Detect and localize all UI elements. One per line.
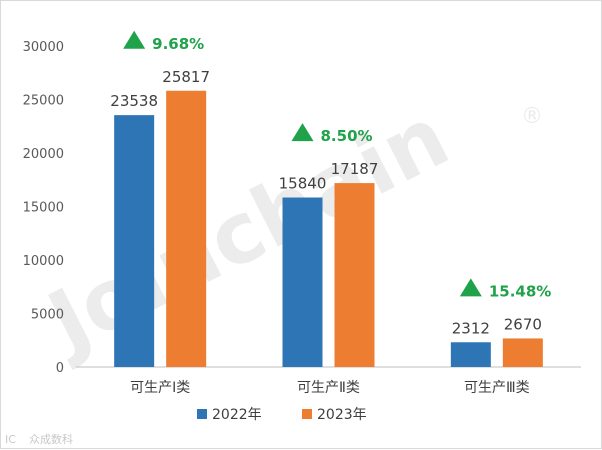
growth-up-triangle-icon <box>291 123 314 142</box>
y-tick-label: 0 <box>56 361 64 376</box>
y-tick-label: 15000 <box>23 201 64 216</box>
bar-series2-1 <box>166 90 207 367</box>
legend-swatch <box>197 409 207 419</box>
x-tick-label: 可生产Ⅲ类 <box>464 380 530 396</box>
bar-series2-2 <box>334 183 375 367</box>
legend: 2022年 2023年 <box>197 407 367 423</box>
y-tick-label: 30000 <box>23 40 64 55</box>
data-label: 23538 <box>110 92 158 110</box>
growth-label: 9.68% <box>152 35 204 53</box>
growth-up-triangle-icon <box>123 30 146 49</box>
watermark-text: Joinchain <box>29 87 463 373</box>
legend-label: 2022年 <box>212 407 262 423</box>
x-tick-label: 可生产Ⅰ类 <box>130 380 190 396</box>
y-tick-label: 5000 <box>31 308 64 323</box>
ic-logo-icon: IC <box>5 433 16 446</box>
watermark-registered-mark: ® <box>521 104 543 129</box>
y-tick-label: 25000 <box>23 94 64 109</box>
data-label: 15840 <box>279 175 327 193</box>
y-tick-label: 10000 <box>23 254 64 269</box>
bar-series1-2 <box>282 197 323 367</box>
bar-series1-1 <box>114 115 155 367</box>
growth-label: 8.50% <box>321 127 373 145</box>
data-label: 25817 <box>162 68 210 86</box>
legend-label: 2023年 <box>317 407 367 423</box>
credit-watermark: IC 众成数科 <box>5 432 73 446</box>
x-tick-label: 可生产Ⅱ类 <box>297 380 360 396</box>
data-label: 17187 <box>331 160 379 178</box>
credit-text: 众成数科 <box>29 432 73 446</box>
y-tick-label: 20000 <box>23 147 64 162</box>
x-axis-labels: 可生产Ⅰ类 可生产Ⅱ类 可生产Ⅲ类 <box>130 380 530 396</box>
legend-swatch <box>302 409 312 419</box>
bar-series1-3 <box>450 342 491 367</box>
growth-annotations: 9.68% 8.50% 15.48% <box>123 30 551 300</box>
data-label: 2670 <box>504 315 542 333</box>
y-axis: 0 5000 10000 15000 20000 25000 30000 <box>23 40 64 376</box>
data-label: 2312 <box>452 319 490 337</box>
growth-up-triangle-icon <box>459 278 482 297</box>
growth-label: 15.48% <box>489 282 551 300</box>
bar-series2-3 <box>502 338 543 367</box>
